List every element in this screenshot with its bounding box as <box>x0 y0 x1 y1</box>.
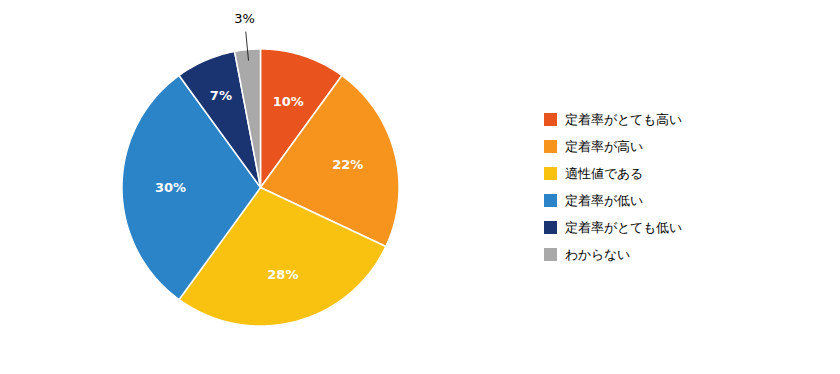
html-text:わからない: わからない <box>565 246 630 262</box>
svg-text:3%: 3% <box>234 11 255 26</box>
svg-text:10%: 10% <box>273 94 304 109</box>
html-text:定着率がとても高い: 定着率がとても高い <box>565 111 682 127</box>
html-text:定着率が高い: 定着率が高い <box>565 138 643 154</box>
html-text:適性値である: 適性値である <box>565 165 643 181</box>
svg-text:22%: 22% <box>332 157 363 172</box>
svg-text:30%: 30% <box>155 180 186 195</box>
html-text:定着率が低い: 定着率が低い <box>565 192 643 208</box>
svg-text:28%: 28% <box>267 267 298 282</box>
html-text:定着率がとても低い: 定着率がとても低い <box>565 219 682 235</box>
svg-text:7%: 7% <box>210 88 232 103</box>
